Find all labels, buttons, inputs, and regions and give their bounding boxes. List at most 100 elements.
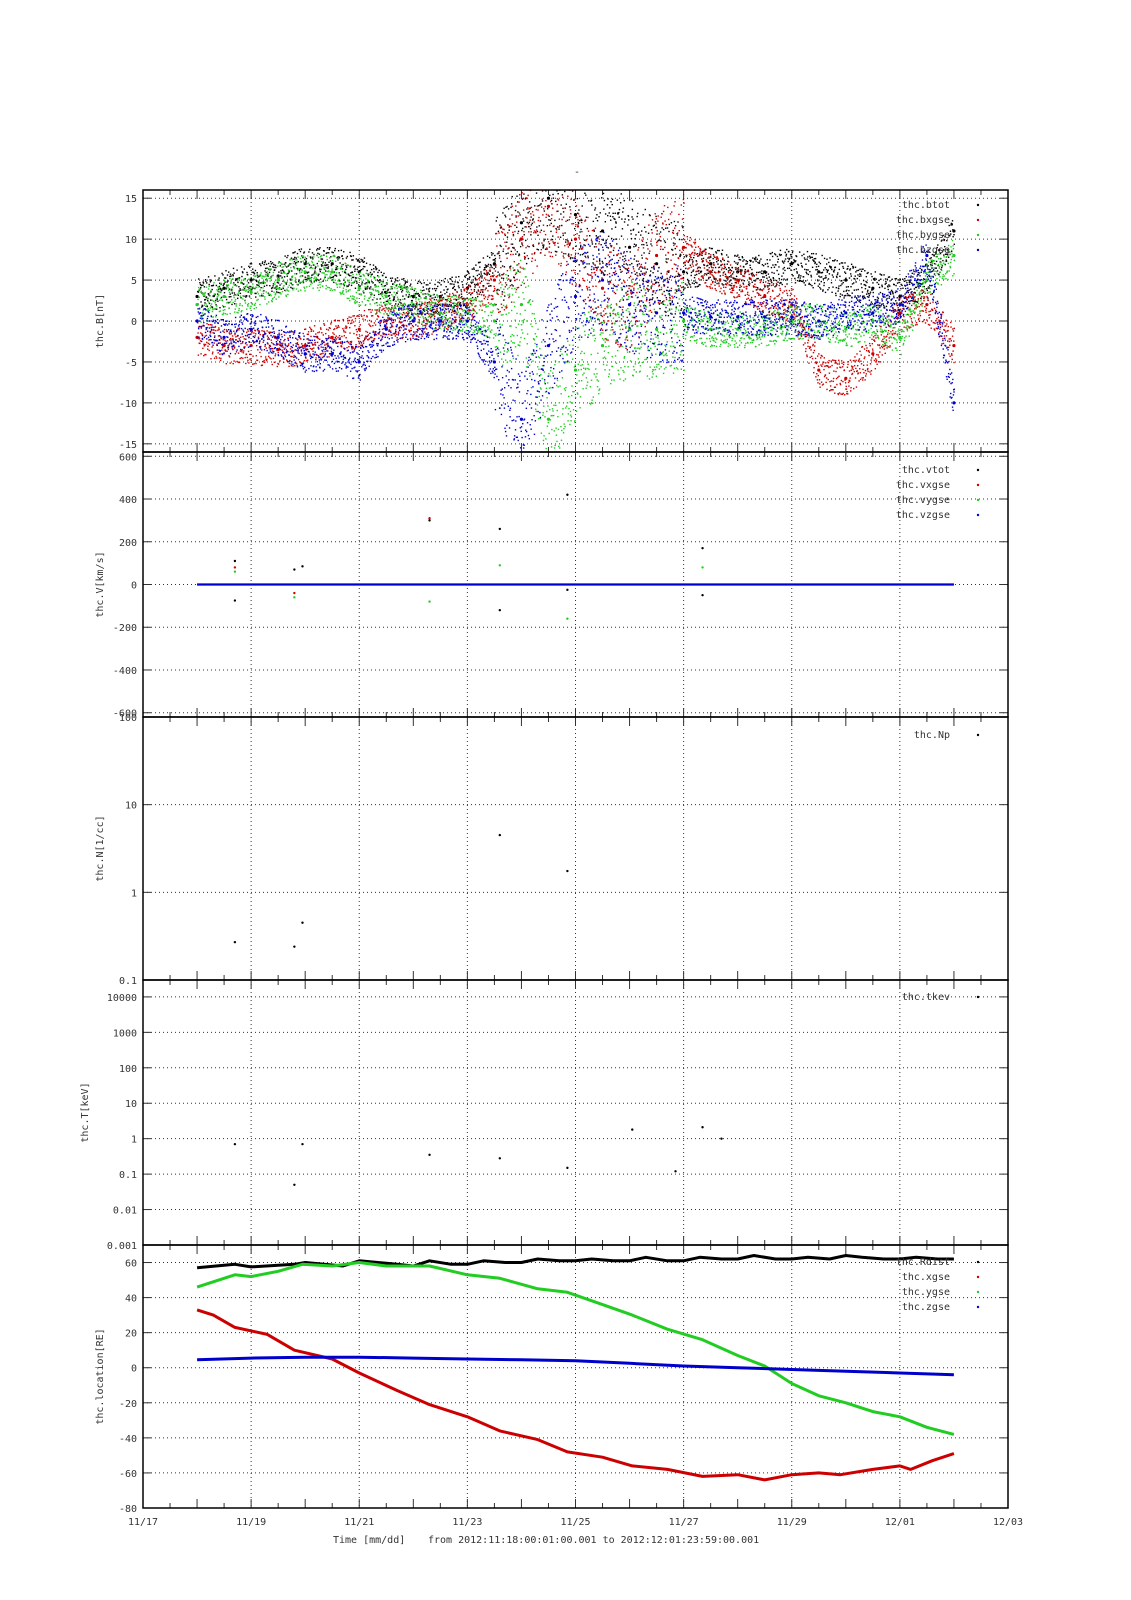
series-jitter-thc.btot — [825, 263, 828, 265]
series-jitter-thc.bxgse — [703, 264, 705, 266]
series-jitter-thc.bxgse — [733, 284, 736, 287]
series-jitter-thc.bxgse — [688, 253, 691, 256]
series-jitter-thc.bxgse — [666, 273, 668, 275]
series-jitter-thc.btot — [335, 275, 338, 277]
series-jitter-thc.bxgse — [360, 344, 363, 347]
series-jitter-thc.btot — [708, 253, 710, 255]
series-jitter-thc.btot — [364, 266, 366, 268]
series-jitter-thc.btot — [929, 257, 931, 260]
series-jitter-thc.btot — [451, 280, 454, 283]
series-jitter-thc.btot — [868, 294, 871, 297]
y-tick-label: 15 — [125, 194, 137, 205]
series-jitter-thc.btot — [570, 239, 573, 242]
series-jitter-thc.bxgse — [557, 199, 560, 201]
series-jitter-thc.btot — [299, 250, 302, 253]
series-jitter-thc.btot — [876, 281, 878, 284]
series-jitter-thc.bxgse — [409, 329, 411, 332]
series-jitter-thc.btot — [430, 295, 432, 297]
series-point-thc.btot — [573, 212, 578, 217]
series-jitter-thc.btot — [616, 254, 618, 257]
series-jitter-thc.btot — [599, 263, 601, 265]
series-jitter-thc.btot — [263, 263, 265, 266]
series-jitter-thc.btot — [504, 214, 506, 216]
series-jitter-thc.btot — [493, 264, 495, 266]
series-jitter-thc.btot — [777, 261, 779, 263]
series-jitter-thc.btot — [279, 284, 281, 286]
series-jitter-thc.btot — [481, 275, 483, 277]
series-jitter-thc.btot — [816, 279, 819, 281]
series-jitter-thc.bxgse — [492, 275, 495, 278]
series-jitter-thc.btot — [645, 242, 648, 244]
series-jitter-thc.bxgse — [707, 262, 710, 264]
series-jitter-thc.btot — [328, 261, 330, 263]
series-jitter-thc.bxgse — [306, 338, 308, 340]
series-jitter-thc.bxgse — [632, 316, 634, 319]
series-jitter-thc.bxgse — [595, 246, 598, 248]
series-jitter-thc.btot — [856, 277, 859, 280]
series-jitter-thc.bxgse — [571, 190, 574, 192]
series-jitter-thc.btot — [814, 261, 816, 264]
series-jitter-thc.btot — [845, 277, 847, 279]
series-jitter-thc.bxgse — [691, 252, 693, 255]
series-jitter-thc.bxgse — [528, 208, 530, 210]
series-jitter-thc.bxgse — [423, 303, 426, 305]
series-jitter-thc.btot — [273, 263, 275, 266]
series-jitter-thc.btot — [482, 285, 485, 287]
series-jitter-thc.btot — [484, 268, 486, 271]
series-jitter-thc.btot — [290, 282, 292, 284]
series-jitter-thc.bxgse — [611, 274, 613, 277]
series-jitter-thc.bxgse — [882, 330, 884, 333]
series-jitter-thc.bxgse — [747, 297, 749, 300]
series-jitter-thc.bxgse — [680, 204, 683, 206]
series-jitter-thc.bxgse — [819, 371, 822, 374]
series-jitter-thc.bxgse — [744, 294, 746, 296]
series-jitter-thc.btot — [809, 257, 811, 259]
series-jitter-thc.bxgse — [627, 267, 630, 269]
series-jitter-thc.bxgse — [596, 237, 599, 240]
series-jitter-thc.btot — [686, 284, 688, 286]
series-jitter-thc.btot — [433, 293, 435, 296]
series-jitter-thc.btot — [949, 230, 952, 232]
series-point-thc.bxgse — [952, 343, 956, 348]
series-jitter-thc.bxgse — [873, 359, 876, 362]
series-jitter-thc.bxgse — [580, 221, 583, 224]
series-jitter-thc.bxgse — [264, 345, 266, 348]
series-jitter-thc.btot — [462, 304, 465, 307]
series-jitter-thc.bxgse — [759, 303, 761, 306]
series-jitter-thc.bxgse — [656, 240, 659, 243]
series-jitter-thc.btot — [863, 295, 865, 297]
series-jitter-thc.bxgse — [702, 276, 704, 278]
series-jitter-thc.bxgse — [426, 319, 428, 322]
series-jitter-thc.btot — [728, 267, 730, 269]
series-jitter-thc.btot — [544, 248, 547, 250]
series-jitter-thc.btot — [755, 256, 757, 259]
series-jitter-thc.btot — [466, 270, 469, 272]
series-jitter-thc.btot — [651, 298, 653, 301]
series-jitter-thc.btot — [521, 185, 522, 186]
series-jitter-thc.btot — [822, 290, 824, 292]
series-jitter-thc.btot — [560, 161, 561, 162]
series-jitter-thc.bxgse — [485, 270, 488, 272]
series-jitter-thc.bxgse — [299, 361, 301, 363]
series-jitter-thc.btot — [877, 299, 879, 301]
series-jitter-thc.bxgse — [720, 260, 722, 263]
series-jitter-thc.bxgse — [472, 312, 475, 315]
series-jitter-thc.btot — [205, 280, 207, 283]
series-jitter-thc.bxgse — [693, 254, 695, 256]
series-jitter-thc.bxgse — [452, 306, 455, 308]
series-jitter-thc.btot — [422, 286, 425, 288]
series-jitter-thc.btot — [688, 283, 690, 285]
series-jitter-thc.bxgse — [382, 333, 385, 335]
series-jitter-thc.btot — [685, 255, 688, 258]
series-jitter-thc.btot — [436, 303, 438, 305]
series-jitter-thc.btot — [310, 281, 312, 283]
series-jitter-thc.btot — [321, 265, 323, 267]
series-jitter-thc.bxgse — [520, 284, 522, 287]
series-jitter-thc.btot — [594, 264, 596, 266]
series-jitter-thc.btot — [784, 269, 786, 272]
series-jitter-thc.btot — [531, 185, 532, 186]
series-jitter-thc.bxgse — [206, 322, 208, 325]
series-jitter-thc.btot — [198, 307, 201, 310]
series-jitter-thc.btot — [472, 281, 474, 283]
series-jitter-thc.bxgse — [320, 328, 322, 330]
